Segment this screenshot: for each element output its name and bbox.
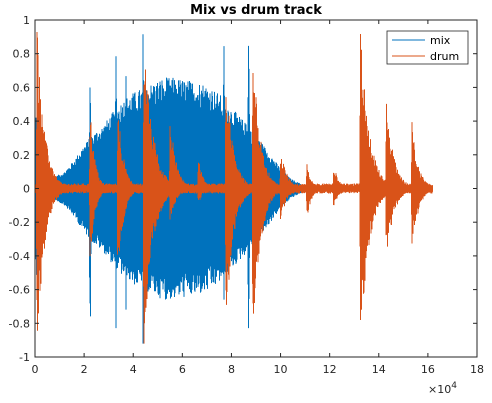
- x-tick-label: 16: [421, 363, 435, 376]
- y-tick-label: 1: [23, 14, 30, 27]
- x-tick-label: 2: [81, 363, 88, 376]
- y-tick-label: 0.6: [13, 81, 31, 94]
- x-tick-label: 18: [470, 363, 484, 376]
- y-tick-label: -0.8: [9, 317, 30, 330]
- ticks-layer: 0 2 4 6 8 10 12 14 16 18 1 0.8 0.6 0.4 0.2 0 -0.2 -0.4 -0.…: [9, 14, 484, 376]
- x-exponent-base: ×10: [428, 383, 451, 396]
- y-tick-label: 0.8: [13, 48, 31, 61]
- legend-box: [386, 30, 469, 65]
- x-tick-label: 10: [274, 363, 288, 376]
- x-tick-label: 4: [130, 363, 137, 376]
- legend: mix drum: [386, 30, 469, 65]
- y-tick-label: -0.4: [9, 250, 30, 263]
- x-tick-label: 8: [228, 363, 235, 376]
- y-tick-label: -1: [19, 351, 30, 364]
- legend-label-drum: drum: [430, 50, 459, 63]
- x-tick-label: 14: [372, 363, 386, 376]
- y-tick-label: -0.2: [9, 216, 30, 229]
- y-tick-label: 0.2: [13, 149, 31, 162]
- x-tick-label: 0: [32, 363, 39, 376]
- legend-label-mix: mix: [430, 34, 451, 47]
- x-exponent-power: 4: [451, 381, 457, 391]
- x-exponent-label: ×104: [428, 381, 457, 396]
- y-tick-label: -0.6: [9, 284, 30, 297]
- chart-title: Mix vs drum track: [190, 3, 322, 18]
- y-tick-label: 0.4: [13, 115, 31, 128]
- y-tick-label: 0: [23, 183, 30, 196]
- x-tick-label: 6: [179, 363, 186, 376]
- x-tick-label: 12: [323, 363, 337, 376]
